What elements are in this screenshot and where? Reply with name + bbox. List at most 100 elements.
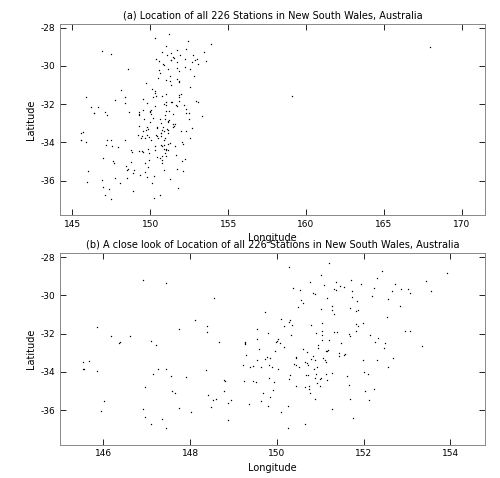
Point — [396, 302, 404, 310]
Point — [328, 306, 336, 314]
Point — [158, 142, 166, 150]
Point — [186, 65, 194, 73]
Title: (b) A close look of Location of all 226 Stations in New South Wales, Australia: (b) A close look of Location of all 226 … — [86, 240, 459, 250]
Point — [269, 386, 277, 393]
Point — [124, 65, 132, 73]
Point — [286, 316, 294, 324]
Point — [286, 372, 294, 380]
Point — [280, 344, 287, 351]
Point — [426, 43, 434, 51]
Point — [99, 184, 107, 191]
Point — [82, 94, 90, 101]
Point — [128, 170, 136, 177]
Point — [353, 297, 361, 304]
Point — [162, 365, 170, 373]
Point — [153, 123, 161, 131]
Point — [107, 333, 115, 340]
Point — [174, 78, 182, 86]
Point — [318, 336, 326, 344]
Point — [208, 40, 216, 48]
Point — [255, 345, 263, 352]
Point — [168, 56, 175, 64]
Point — [322, 370, 330, 378]
Point — [139, 96, 147, 103]
Point — [167, 372, 175, 380]
Point — [156, 191, 164, 198]
Point — [134, 110, 142, 118]
Point — [160, 134, 168, 141]
Point — [159, 123, 167, 131]
Point — [90, 109, 98, 117]
Point — [190, 73, 198, 80]
Point — [146, 106, 154, 114]
Point — [172, 102, 180, 110]
Point — [166, 77, 174, 85]
Point — [388, 288, 396, 295]
Point — [82, 138, 90, 146]
Point — [406, 327, 414, 335]
Point — [167, 81, 175, 88]
Point — [304, 361, 312, 369]
Point — [389, 354, 397, 361]
Point — [182, 127, 190, 134]
Point — [253, 325, 261, 333]
Point — [303, 359, 311, 367]
Point — [140, 413, 148, 421]
Point — [280, 323, 288, 330]
Point — [368, 292, 376, 300]
Point — [166, 175, 174, 183]
Point — [150, 89, 158, 97]
Point — [322, 294, 330, 302]
Point — [147, 420, 155, 428]
Point — [111, 174, 119, 182]
Point — [311, 395, 319, 403]
Point — [240, 339, 248, 347]
Point — [277, 408, 285, 416]
Point — [300, 420, 308, 428]
Point — [204, 391, 212, 399]
Point — [166, 73, 174, 80]
Point — [154, 74, 162, 82]
Point — [108, 142, 116, 150]
Point — [332, 286, 340, 293]
Point — [370, 284, 378, 292]
Point — [102, 141, 110, 149]
Point — [114, 143, 122, 151]
Point — [312, 379, 320, 386]
Point — [271, 348, 279, 355]
Point — [140, 134, 148, 142]
Point — [149, 370, 157, 378]
Point — [200, 48, 207, 55]
Point — [172, 165, 180, 173]
Point — [165, 30, 173, 37]
Point — [373, 274, 381, 282]
Point — [135, 111, 143, 119]
Point — [167, 98, 175, 106]
Point — [126, 109, 134, 116]
Point — [304, 371, 312, 379]
Point — [165, 117, 173, 124]
Point — [124, 166, 132, 174]
Point — [311, 357, 319, 364]
Point — [314, 341, 322, 349]
Point — [428, 287, 436, 294]
Point — [245, 401, 253, 408]
Point — [285, 263, 293, 271]
Point — [174, 91, 182, 98]
Point — [276, 315, 284, 323]
Point — [175, 98, 183, 105]
Point — [242, 351, 250, 359]
Point — [270, 379, 278, 386]
Point — [312, 374, 320, 382]
Point — [77, 136, 85, 143]
Point — [263, 353, 271, 361]
Point — [111, 96, 119, 104]
Point — [181, 155, 189, 163]
Point — [338, 340, 345, 348]
Point — [322, 358, 330, 366]
Point — [158, 126, 166, 134]
Point — [187, 408, 195, 416]
Point — [128, 148, 136, 155]
Point — [143, 124, 151, 131]
Point — [157, 130, 165, 137]
